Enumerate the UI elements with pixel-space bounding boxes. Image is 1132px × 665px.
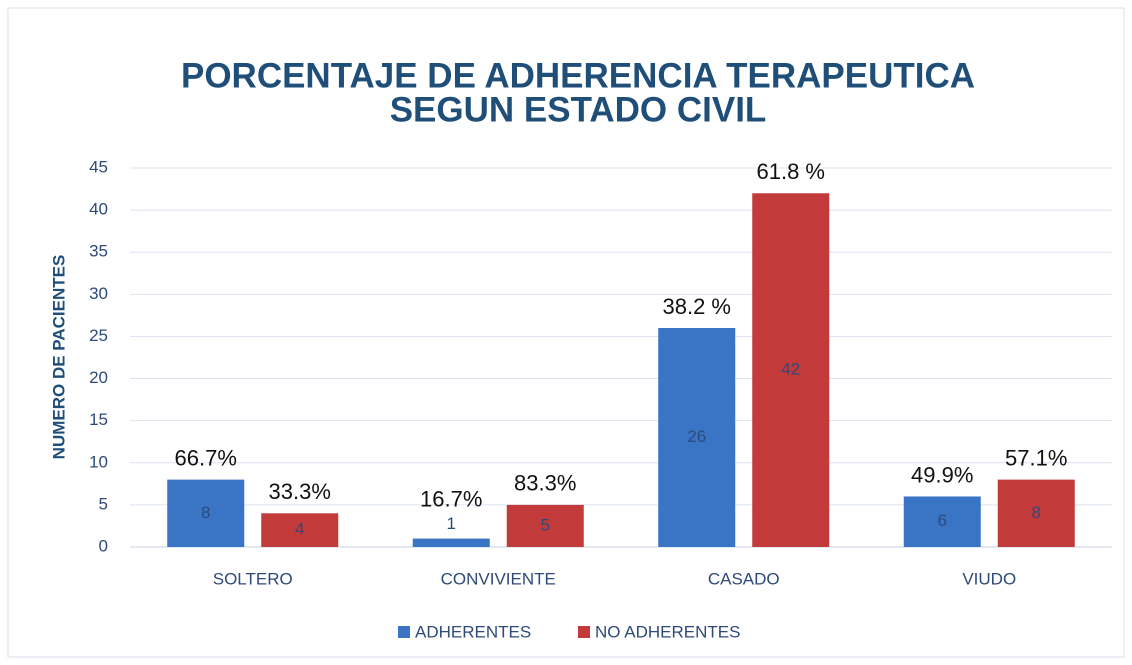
x-tick-label: CONVIVIENTE	[441, 569, 556, 588]
bar	[261, 513, 339, 547]
y-tick-label: 30	[89, 284, 108, 303]
chart-title: SEGUN ESTADO CIVIL	[390, 90, 767, 129]
y-tick-label: 45	[89, 157, 108, 176]
bar	[412, 538, 490, 547]
data-label: 8	[201, 503, 210, 522]
y-tick-label: 20	[89, 368, 108, 387]
data-label: 8	[1032, 503, 1041, 522]
chart-border	[7, 7, 1125, 658]
legend-label: NO ADHERENTES	[595, 622, 740, 641]
annotation: 57.1%	[1005, 445, 1067, 470]
x-tick-label: VIUDO	[962, 569, 1016, 588]
y-tick-label: 10	[89, 452, 108, 471]
x-tick-label: SOLTERO	[213, 569, 293, 588]
y-tick-label: 15	[89, 410, 108, 429]
data-label: 4	[295, 520, 304, 539]
data-label: 6	[938, 511, 947, 530]
legend-label: ADHERENTES	[415, 622, 531, 641]
x-tick-label: CASADO	[708, 569, 780, 588]
bar	[997, 479, 1075, 547]
y-tick-label: 40	[89, 200, 108, 219]
annotation: 33.3%	[269, 479, 331, 504]
bar	[506, 504, 584, 547]
data-label: 26	[687, 427, 706, 446]
data-label: 5	[541, 515, 550, 534]
annotation: 38.2 %	[663, 294, 732, 319]
bar	[167, 479, 245, 547]
bar	[752, 193, 830, 547]
y-axis-label: NUMERO DE PACIENTES	[49, 255, 68, 460]
annotation: 16.7%	[420, 486, 482, 511]
y-tick-label: 0	[99, 536, 108, 555]
annotation: 61.8 %	[757, 159, 826, 184]
legend-swatch	[578, 626, 590, 638]
annotation: 66.7%	[175, 445, 237, 470]
data-label: 42	[781, 360, 800, 379]
legend-swatch	[398, 626, 410, 638]
y-tick-label: 35	[89, 242, 108, 261]
chart-title: PORCENTAJE DE ADHERENCIA TERAPEUTICA	[181, 56, 975, 95]
y-tick-label: 25	[89, 326, 108, 345]
annotation: 49.9%	[911, 462, 973, 487]
bar	[658, 328, 736, 547]
bar	[903, 496, 981, 547]
annotation: 83.3%	[514, 471, 576, 496]
data-label: 1	[447, 514, 456, 533]
y-tick-label: 5	[99, 494, 108, 513]
